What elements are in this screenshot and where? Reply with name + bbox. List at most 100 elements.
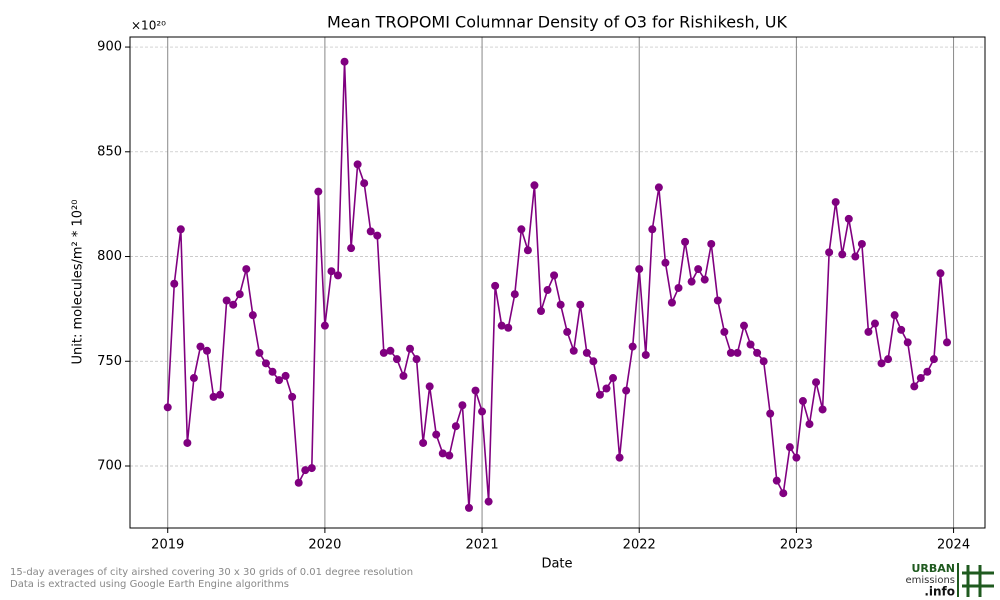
x-tick-label: 2021 [466, 538, 499, 553]
plot-frame [129, 36, 986, 529]
y-tick-label: 850 [97, 144, 122, 159]
data-point [661, 258, 670, 267]
logo-icon [962, 565, 994, 597]
data-point [726, 348, 735, 357]
data-point [609, 374, 618, 383]
data-point [268, 367, 277, 376]
data-point [373, 231, 382, 240]
data-point [412, 355, 421, 364]
data-point [451, 422, 460, 431]
data-point [366, 227, 375, 236]
data-point [379, 348, 388, 357]
data-point [458, 401, 467, 410]
logo-text: .info [924, 585, 955, 599]
data-point [340, 57, 349, 66]
data-point [838, 250, 847, 259]
logo-text: emissions [905, 575, 955, 586]
data-point [844, 214, 853, 223]
logo: URBAN emissions .info [905, 562, 994, 599]
data-point [235, 290, 244, 299]
data-point [327, 267, 336, 276]
data-point [360, 179, 369, 188]
data-point [163, 403, 172, 412]
data-point [884, 355, 893, 364]
data-point [517, 225, 526, 234]
data-point [216, 390, 225, 399]
data-point [713, 296, 722, 305]
data-point [288, 392, 297, 401]
y-tick-label: 900 [97, 40, 122, 55]
data-point [903, 338, 912, 347]
data-line [166, 61, 948, 508]
data-point [746, 340, 755, 349]
data-point [870, 319, 879, 328]
x-tick-label: 2023 [780, 538, 813, 553]
data-point [320, 321, 329, 330]
data-point [635, 265, 644, 274]
data-point [825, 248, 834, 257]
data-point [805, 420, 814, 429]
data-point [766, 409, 775, 418]
data-point [543, 286, 552, 295]
data-point [386, 346, 395, 355]
data-point [772, 476, 781, 485]
x-tick-label: 2020 [308, 538, 341, 553]
data-point [333, 271, 342, 280]
data-point [432, 430, 441, 439]
data-point [857, 239, 866, 248]
data-point [851, 252, 860, 261]
data-point [654, 183, 663, 192]
data-point [255, 348, 264, 357]
y-tick-label: 750 [97, 354, 122, 369]
data-point [589, 357, 598, 366]
data-point [923, 367, 932, 376]
data-point [281, 371, 290, 380]
data-point [189, 374, 198, 383]
data-point [510, 290, 519, 299]
data-point [615, 453, 624, 462]
data-point [314, 187, 323, 196]
data-point [890, 311, 899, 320]
logo-text: URBAN [911, 562, 955, 575]
data-point [831, 198, 840, 207]
data-point [556, 300, 565, 309]
data-point [759, 357, 768, 366]
data-point [484, 497, 493, 506]
data-point [733, 348, 742, 357]
data-point [687, 277, 696, 286]
data-point [294, 478, 303, 487]
data-point [648, 225, 657, 234]
y-offset-label: ×10²⁰ [131, 19, 166, 33]
data-point [812, 378, 821, 387]
data-point [897, 325, 906, 334]
data-point [910, 382, 919, 391]
data-point [347, 244, 356, 253]
data-point [203, 346, 212, 355]
data-point [936, 269, 945, 278]
data-point [504, 323, 513, 332]
x-tick-label: 2022 [623, 538, 656, 553]
data-point [491, 281, 500, 290]
data-point [419, 438, 428, 447]
data-point [399, 371, 408, 380]
data-point [523, 246, 532, 255]
data-point [798, 397, 807, 406]
data-point [353, 160, 362, 169]
data-point [674, 283, 683, 292]
data-point [779, 489, 788, 498]
data-point [464, 503, 473, 512]
y-tick-label: 700 [97, 458, 122, 473]
data-point [877, 359, 886, 368]
data-point [667, 298, 676, 307]
data-point [222, 296, 231, 305]
data-point [582, 348, 591, 357]
data-point [700, 275, 709, 284]
data-point [307, 464, 316, 473]
data-point [602, 384, 611, 393]
data-point [445, 451, 454, 460]
data-point [694, 265, 703, 274]
data-point [563, 327, 572, 336]
data-point [595, 390, 604, 399]
data-point [478, 407, 487, 416]
data-point [550, 271, 559, 280]
